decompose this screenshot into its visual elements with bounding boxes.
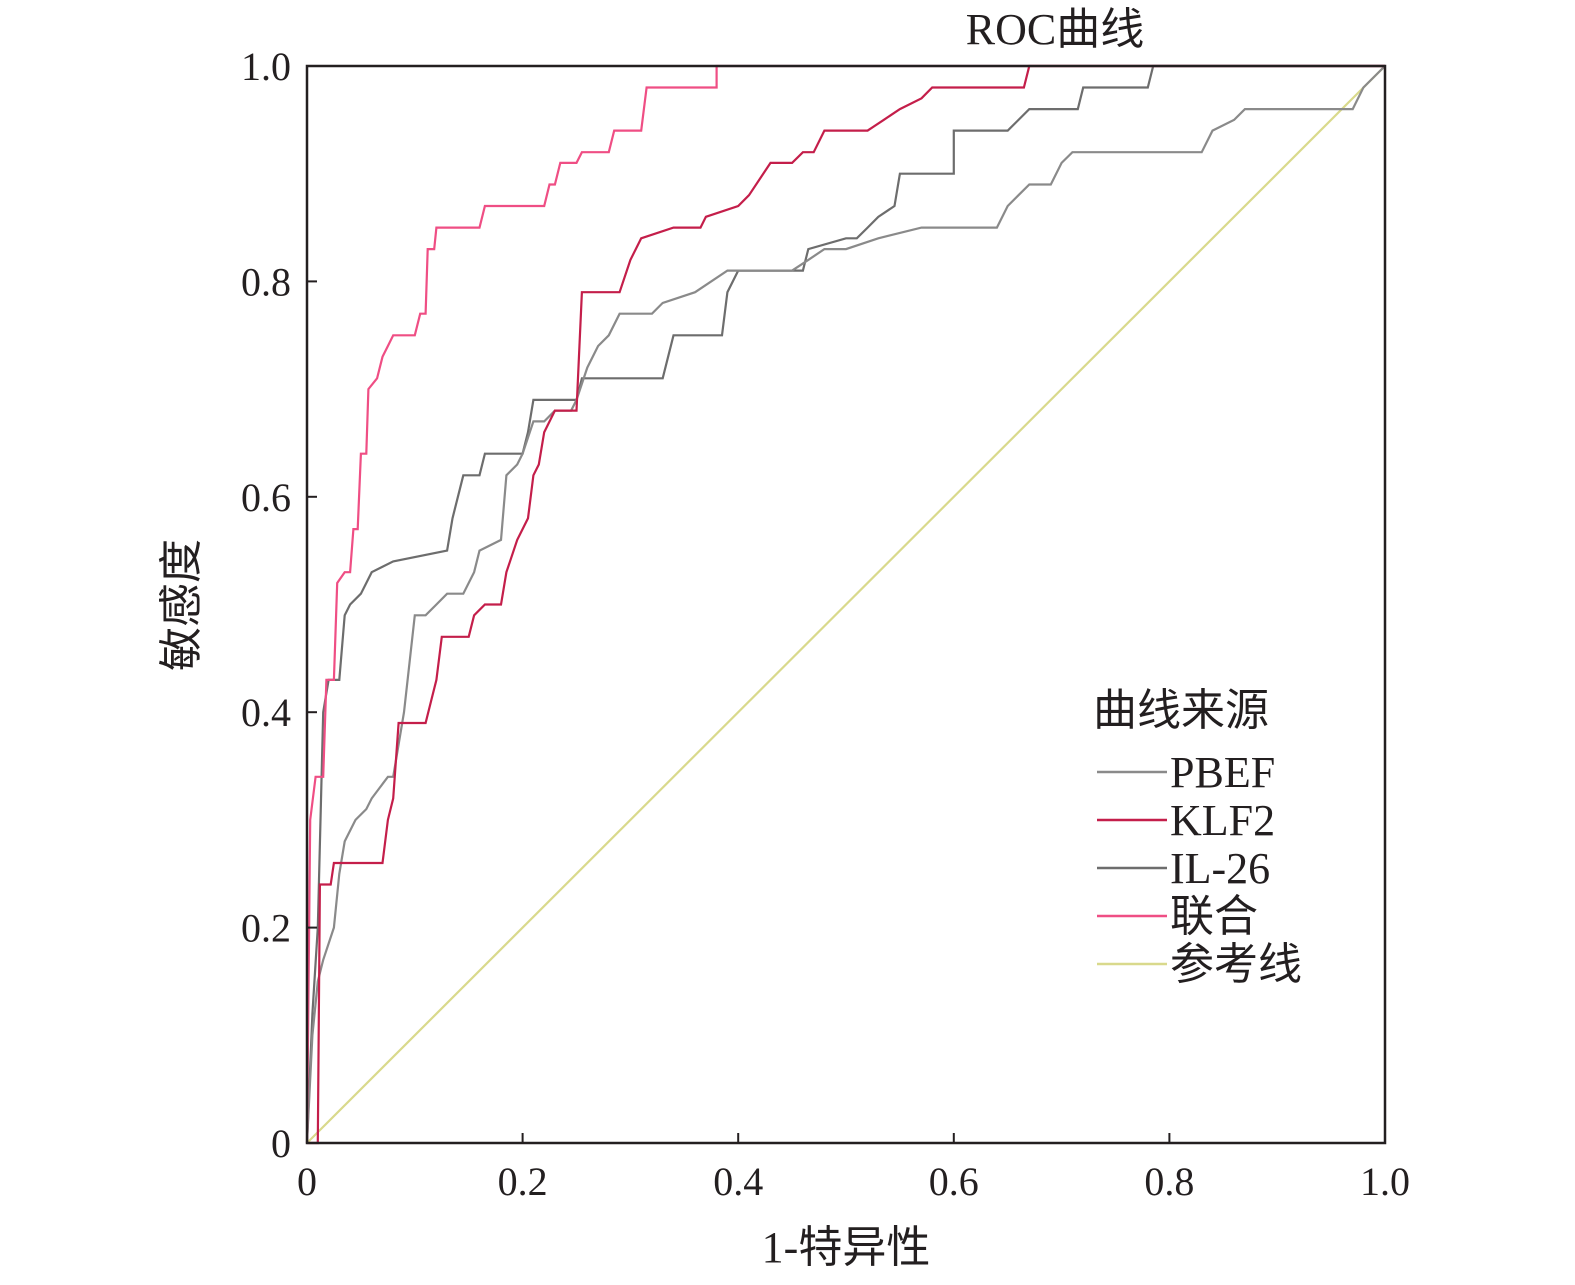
plot-frame: [305, 64, 1387, 1145]
x-tick-label: 0.2: [498, 1159, 548, 1204]
y-tick-label: 0.8: [241, 259, 291, 304]
legend-label: IL-26: [1170, 844, 1270, 893]
series-line-IL-26: [305, 64, 1385, 1144]
legend-label: 联合: [1170, 892, 1258, 941]
y-tick-label: 0.2: [241, 906, 291, 951]
legend-label: 参考线: [1170, 940, 1302, 989]
chart-title: ROC曲线: [966, 5, 1144, 54]
series-line-参考线: [306, 65, 1386, 1144]
y-tick-label: 0.6: [241, 475, 291, 520]
x-axis-label: 1-特异性: [762, 1223, 931, 1272]
y-tick-label: 0.4: [241, 690, 291, 735]
x-tick-label: 0.8: [1144, 1159, 1194, 1204]
y-tick-label: 1.0: [241, 44, 291, 89]
y-tick-label: 0: [271, 1121, 291, 1166]
series-line-联合: [305, 64, 1385, 1144]
x-tick-label: 1.0: [1360, 1159, 1410, 1204]
x-tick-label: 0.4: [713, 1159, 763, 1204]
x-tick-label: 0: [297, 1159, 317, 1204]
ticks-layer: 0 0.2 0.4 0.6 0.8 1.0 0 0.2 0.4 0.6 0.8 1.0: [241, 44, 1410, 1204]
y-axis-label: 敏感度: [157, 539, 206, 671]
series-line-KLF2: [307, 64, 1385, 1145]
legend-label: PBEF: [1170, 748, 1275, 797]
legend-title: 曲线来源: [1093, 686, 1269, 735]
x-tick-label: 0.6: [929, 1159, 979, 1204]
legend-label: KLF2: [1170, 796, 1275, 845]
series-layer: [305, 64, 1386, 1145]
